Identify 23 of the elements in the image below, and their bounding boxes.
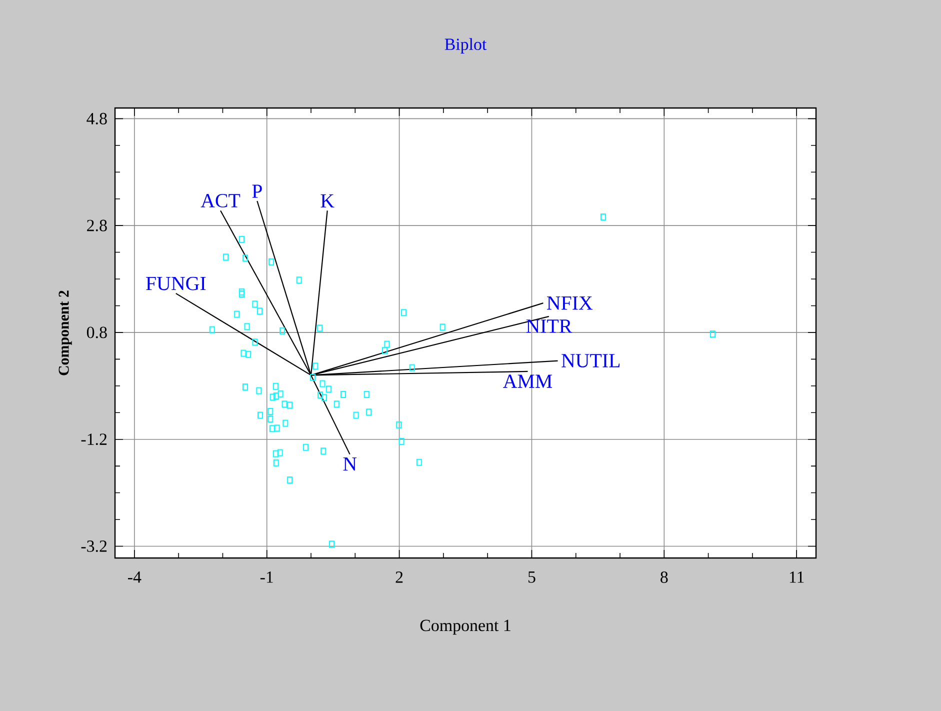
y-tick-label: -1.2 <box>81 434 107 446</box>
y-axis-title: Component 2 <box>58 290 72 376</box>
y-tick-label: -3.2 <box>81 540 107 552</box>
x-tick-label: 5 <box>528 572 536 583</box>
series-label: NUTIL <box>562 354 620 368</box>
chart-title: Biplot <box>444 38 487 54</box>
series-label: NITR <box>526 320 572 333</box>
x-tick-label: -4 <box>128 572 142 583</box>
x-tick-label: -1 <box>260 572 273 583</box>
series-label: N <box>343 458 357 471</box>
series-label: P <box>252 184 262 198</box>
x-axis-title: Component 1 <box>420 620 510 635</box>
series-label: AMM <box>503 374 552 388</box>
y-tick-label: 0.8 <box>86 326 107 338</box>
y-tick-label: 2.8 <box>87 220 107 232</box>
series-label: NFIX <box>546 296 593 310</box>
x-tick-label: 2 <box>396 572 403 583</box>
y-tick-label: 4.8 <box>86 112 107 124</box>
series-label: ACT <box>200 194 240 208</box>
series-label: K <box>320 194 334 208</box>
series-label: FUNGI <box>146 276 206 290</box>
x-tick-label: 8 <box>660 572 668 583</box>
x-tick-label: 11 <box>790 572 804 583</box>
